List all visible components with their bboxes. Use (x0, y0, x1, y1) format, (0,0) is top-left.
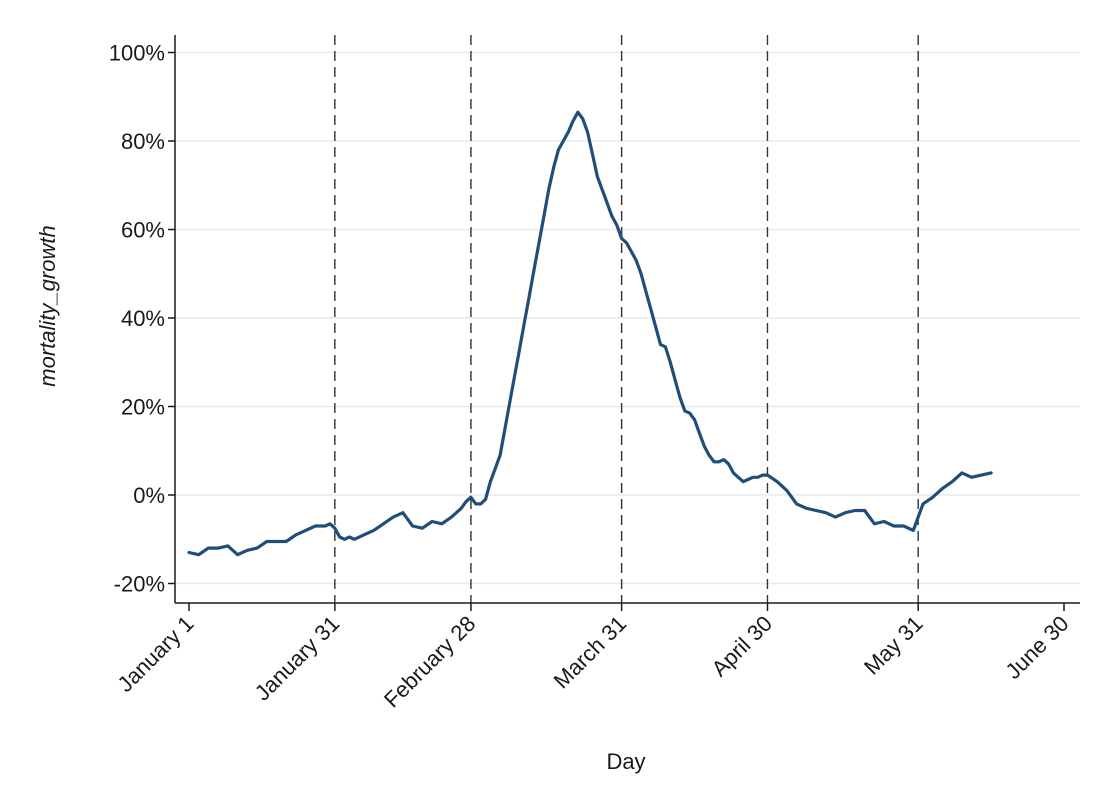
y-tick-label: 60% (121, 218, 165, 243)
y-axis-title: mortality_growth (35, 225, 60, 386)
series-line (187, 110, 993, 557)
gridlines (175, 51, 1080, 585)
axes (168, 35, 1080, 611)
y-tick-label: -20% (114, 572, 165, 597)
vertical-reference-lines (334, 35, 919, 603)
x-axis-title: Day (606, 749, 645, 774)
y-tick-label: 0% (133, 483, 165, 508)
y-tick-label: 20% (121, 395, 165, 420)
y-tick-label: 80% (121, 129, 165, 154)
y-tick-label: 100% (109, 41, 165, 66)
y-tick-label: 40% (121, 306, 165, 331)
series-layer (187, 110, 993, 557)
